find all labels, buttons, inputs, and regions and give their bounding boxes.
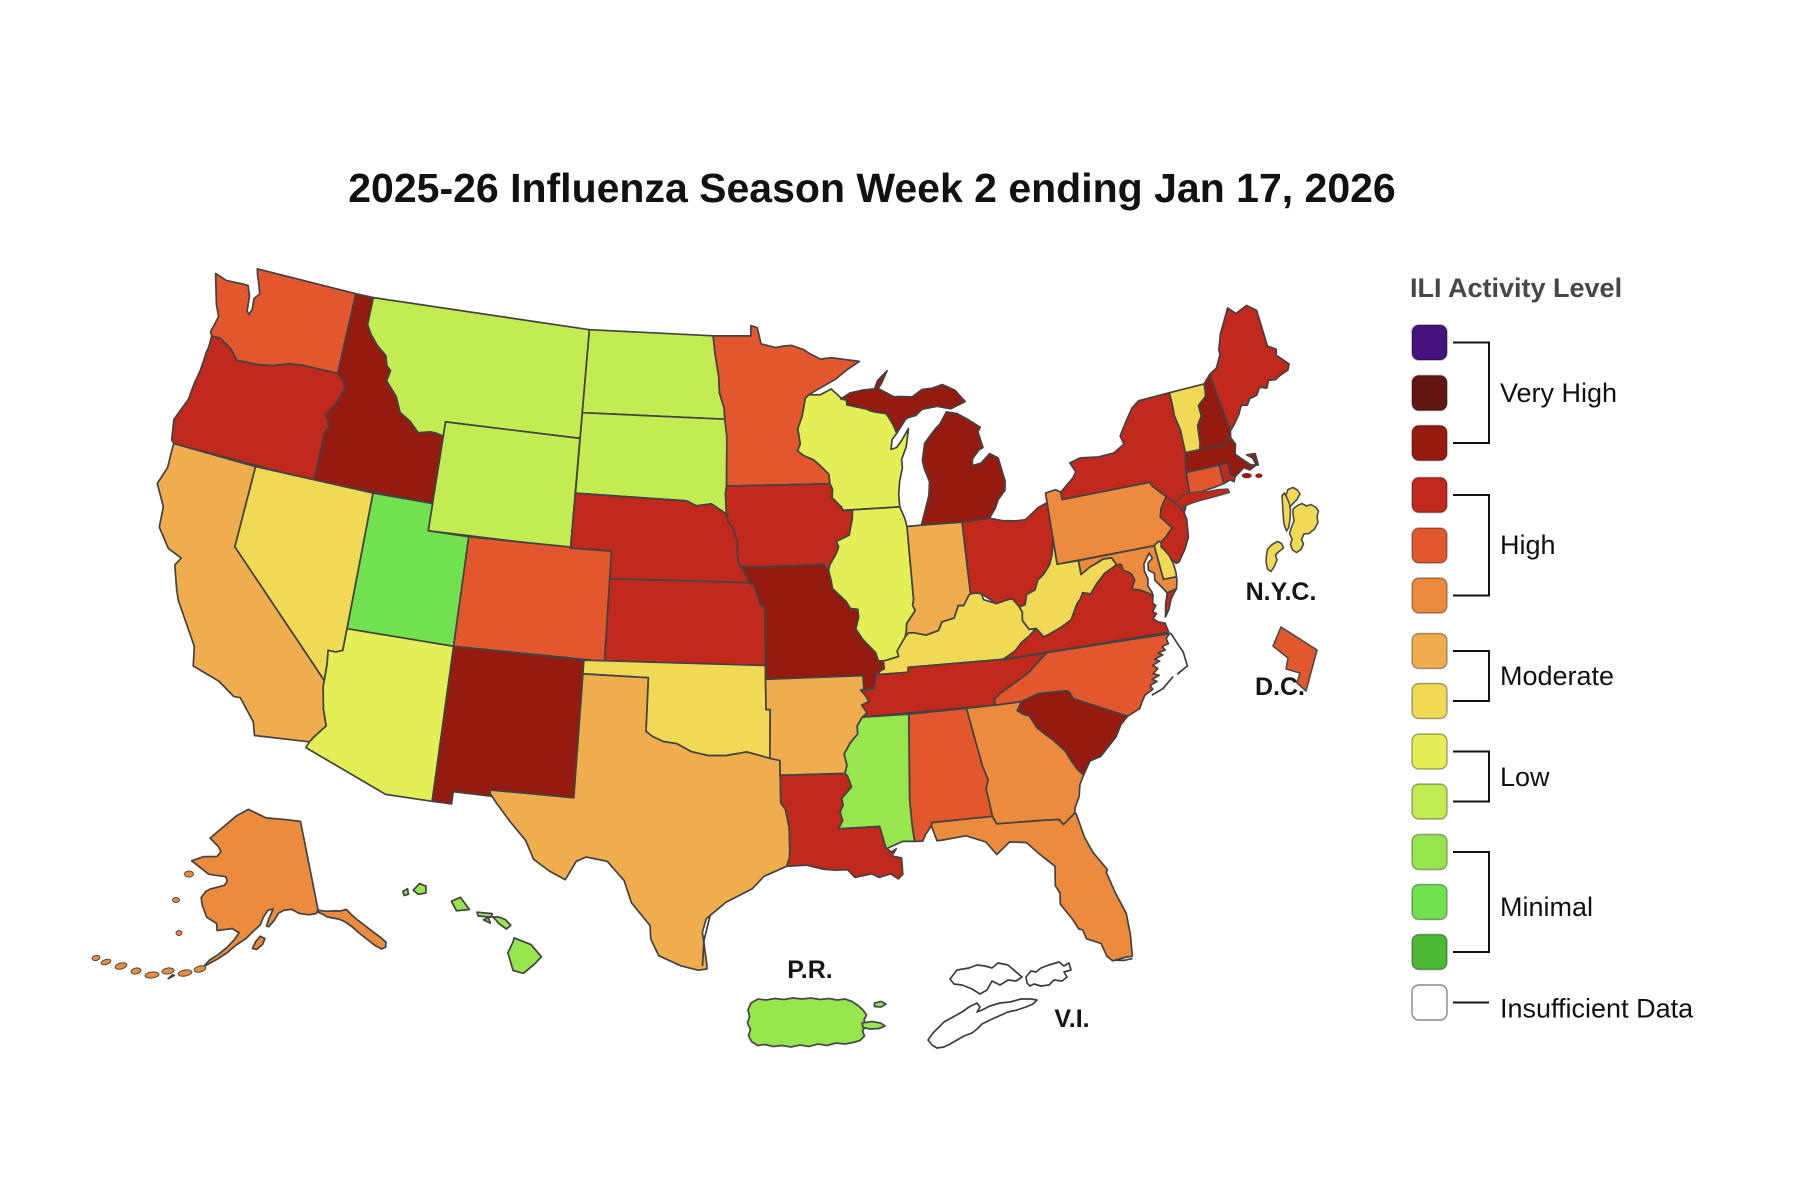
svg-text:Very High: Very High (1500, 378, 1617, 408)
svg-text:ILI Activity Level: ILI Activity Level (1410, 273, 1622, 303)
svg-text:N.Y.C.: N.Y.C. (1246, 578, 1317, 606)
svg-text:Moderate: Moderate (1500, 661, 1614, 691)
svg-text:Insufficient Data: Insufficient Data (1500, 994, 1694, 1024)
svg-text:D.C.: D.C. (1255, 673, 1305, 701)
svg-text:2025-26 Influenza Season Week: 2025-26 Influenza Season Week 2 ending J… (348, 165, 1396, 211)
svg-text:Low: Low (1500, 762, 1550, 792)
svg-text:P.R.: P.R. (787, 956, 832, 984)
svg-text:High: High (1500, 530, 1556, 560)
svg-text:V.I.: V.I. (1054, 1005, 1089, 1033)
svg-text:Minimal: Minimal (1500, 892, 1593, 922)
